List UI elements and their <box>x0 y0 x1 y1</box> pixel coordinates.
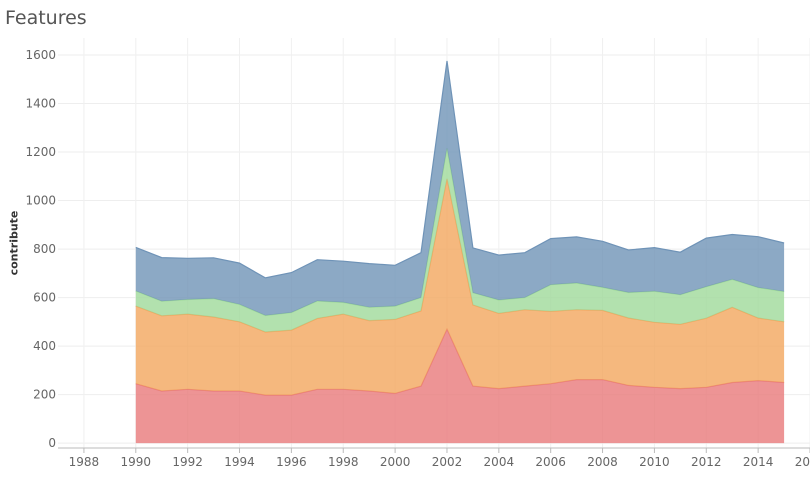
y-tick-label: 800 <box>33 242 56 256</box>
x-tick-label: 2004 <box>484 455 515 469</box>
y-tick-label: 400 <box>33 339 56 353</box>
x-axis-ticks: 1988 1990 1992 1994 1996 1998 2000 2002 2004 2006… <box>69 448 810 469</box>
stacked-areas <box>135 60 785 444</box>
x-tick-label: 2010 <box>639 455 670 469</box>
area-series-2 <box>135 178 785 396</box>
x-tick-label: 2008 <box>587 455 618 469</box>
y-tick-label: 1600 <box>25 48 56 62</box>
x-tick-label: 2006 <box>535 455 566 469</box>
area-series-1 <box>135 329 785 444</box>
y-tick-label: 200 <box>33 388 56 402</box>
x-tick-label: 2000 <box>380 455 411 469</box>
area-series-4 <box>135 61 785 316</box>
x-tick-label: 2012 <box>691 455 722 469</box>
x-tick-label: 2016 <box>795 455 810 469</box>
x-tick-label: 1990 <box>121 455 152 469</box>
x-tick-label: 1992 <box>172 455 203 469</box>
x-tick-label: 1998 <box>328 455 359 469</box>
y-axis-ticks: 0 200 400 600 800 1000 1200 1400 1600 <box>25 48 56 450</box>
y-tick-label: 1400 <box>25 97 56 111</box>
area-series-4-edge <box>135 60 785 279</box>
y-tick-label: 600 <box>33 291 56 305</box>
x-tick-label: 2014 <box>743 455 774 469</box>
x-tick-label: 1988 <box>69 455 100 469</box>
x-tick-label: 1994 <box>224 455 255 469</box>
y-tick-label: 0 <box>48 436 56 450</box>
chart-title: Features <box>5 7 87 29</box>
x-tick-label: 1996 <box>276 455 307 469</box>
y-tick-label: 1200 <box>25 145 56 159</box>
area-series-3 <box>135 148 785 332</box>
y-tick-label: 1000 <box>25 194 56 208</box>
x-tick-label: 2002 <box>432 455 463 469</box>
